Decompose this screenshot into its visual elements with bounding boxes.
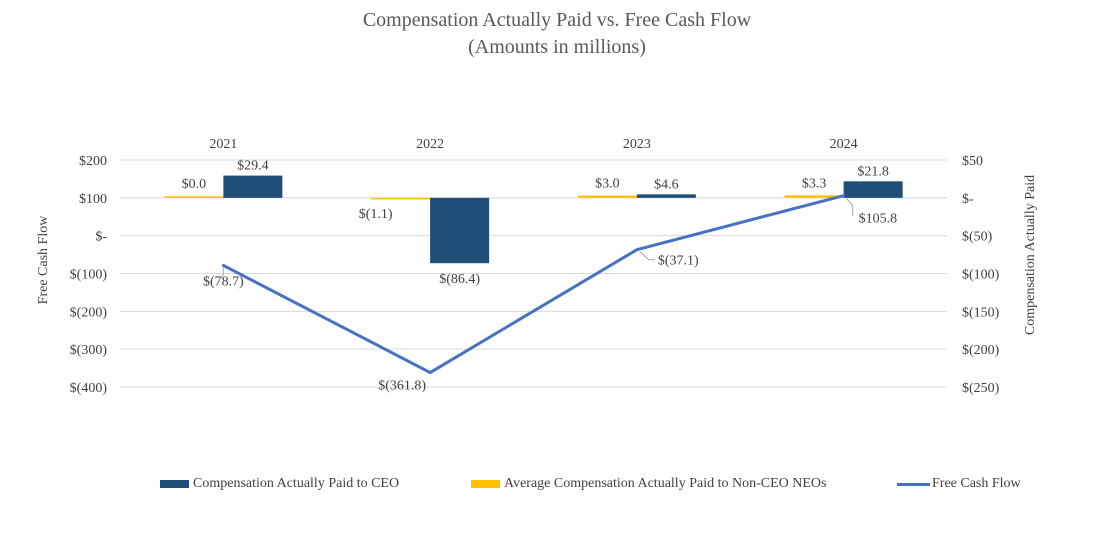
neo-bar [164,196,224,198]
legend-swatch-ceo [160,480,189,488]
chart-subtitle: (Amounts in millions) [468,36,646,58]
fcf-leader-line [220,267,224,278]
fcf-leader-line [639,251,655,261]
left-tick-label: $(300) [70,343,108,358]
fcf-data-label: $(361.8) [378,379,426,394]
legend-label-ceo: Compensation Actually Paid to CEO [193,476,400,491]
right-tick-label: $(250) [962,381,1000,396]
neo-bar-label: $3.0 [595,177,620,192]
fcf-point [635,248,639,252]
ceo-bar [636,194,696,198]
right-tick-label: $(50) [962,230,993,245]
right-tick-label: $50 [962,154,983,169]
legend-label-fcf: Free Cash Flow [932,476,1021,491]
neo-bar-label: $3.3 [802,176,827,191]
neo-bar [577,195,637,198]
legend-swatch-fcf [897,482,930,486]
neo-bar [784,195,844,198]
left-tick-label: $(400) [70,381,108,396]
fcf-point [428,371,432,375]
neo-bar [371,197,431,200]
ceo-bar-label: $(86.4) [439,272,480,287]
ceo-bar [223,175,283,198]
left-tick-label: $100 [79,192,107,207]
left-tick-label: $200 [79,154,107,169]
legend-item-ceo: Compensation Actually Paid to CEO [160,476,399,492]
ceo-bar [843,181,903,198]
neo-bar-label: $(1.1) [359,207,393,222]
left-tick-label: $(200) [70,305,108,320]
fcf-data-label: $105.8 [859,212,898,227]
chart-title: Compensation Actually Paid vs. Free Cash… [362,9,752,31]
left-axis-title: Free Cash Flow [36,215,51,305]
category-label: 2022 [416,137,444,152]
ceo-bar-label: $21.8 [857,164,889,179]
fcf-point [842,194,846,198]
ceo-bar-label: $4.6 [654,177,679,192]
left-tick-label: $- [95,230,107,245]
fcf-data-label: $(78.7) [203,274,244,289]
legend-item-fcf: Free Cash Flow [897,476,1021,492]
legend-label-neo: Average Compensation Actually Paid to No… [504,476,827,491]
right-axis-title: Compensation Actually Paid [1023,175,1038,335]
right-tick-label: $- [962,192,974,207]
fcf-data-label: $(37.1) [658,254,699,269]
fcf-line [222,194,845,375]
category-label: 2023 [623,137,651,152]
category-label: 2021 [209,137,237,152]
fcf-leader-line [846,198,854,216]
category-label: 2024 [830,137,858,152]
right-tick-label: $(150) [962,305,1000,320]
ceo-bar [430,197,490,264]
ceo-bar-label: $29.4 [237,159,269,174]
legend-item-neo: Average Compensation Actually Paid to No… [471,476,826,492]
left-tick-label: $(100) [70,268,108,283]
right-tick-label: $(200) [962,343,1000,358]
neo-bar-label: $0.0 [182,177,207,192]
fcf-point [221,263,225,267]
right-tick-label: $(100) [962,268,1000,283]
legend-swatch-neo [471,480,500,488]
